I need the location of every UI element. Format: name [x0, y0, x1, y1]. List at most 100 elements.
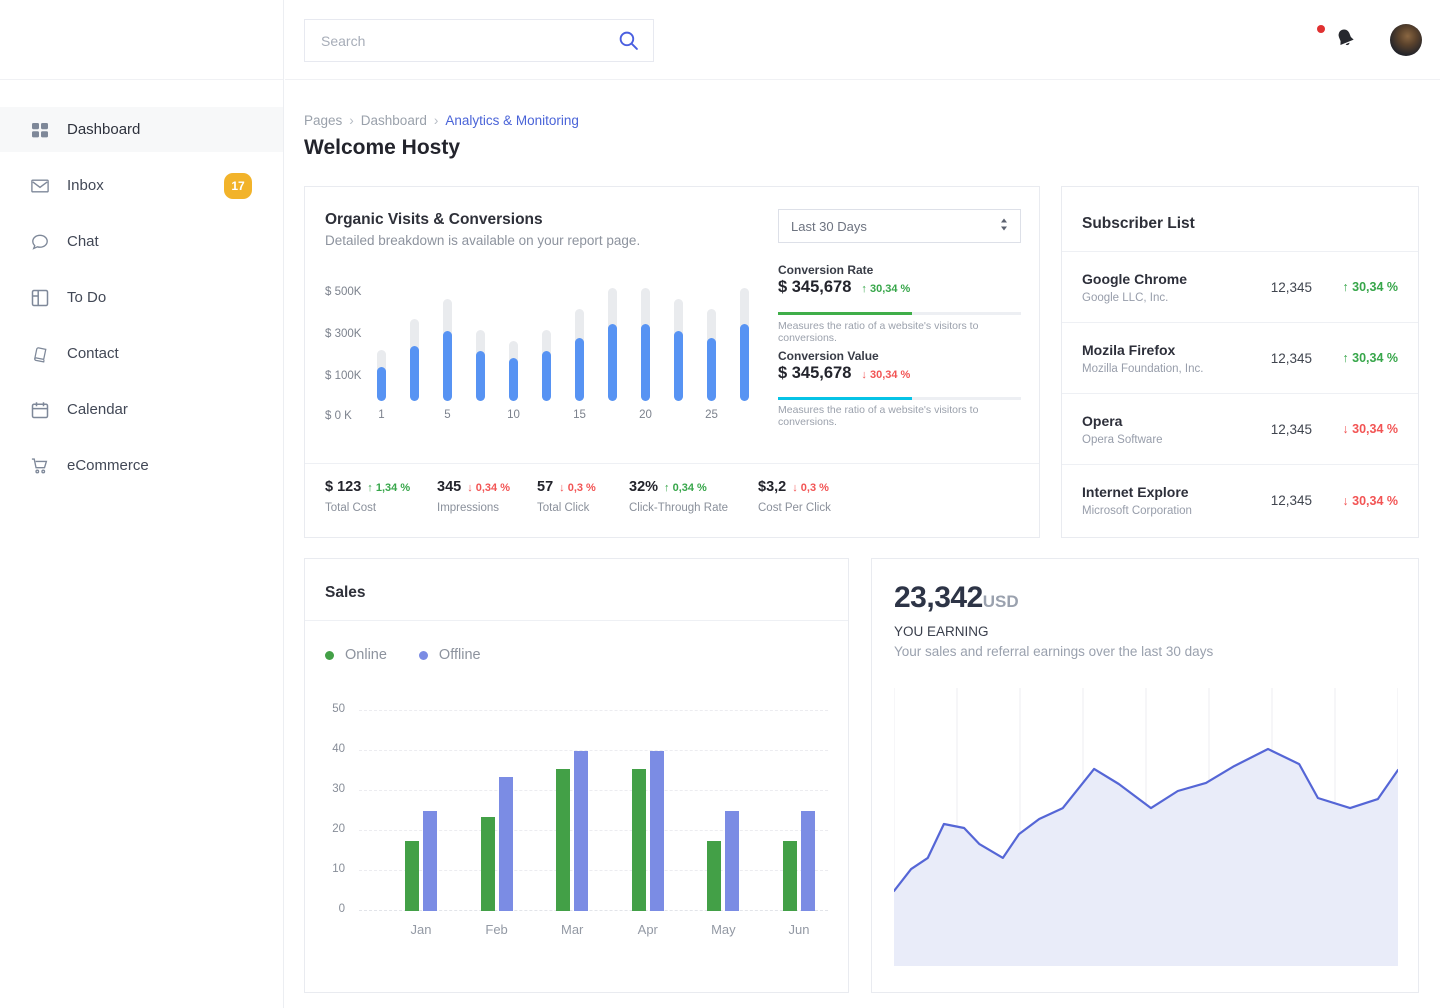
sales-x-tick: Apr: [637, 922, 658, 937]
sales-y-tick: 10: [332, 863, 345, 875]
conversion-value-caption: Measures the ratio of a website's visito…: [778, 404, 979, 428]
organic-bar: [377, 350, 386, 401]
subscriber-row-mozila-firefox[interactable]: Mozila Firefox Mozilla Foundation, Inc. 12…: [1062, 323, 1418, 394]
sidebar-item-inbox[interactable]: Inbox 17: [0, 163, 283, 208]
sidebar-item-contact[interactable]: Contact: [0, 331, 283, 376]
sales-group-jan: Jan: [405, 711, 437, 937]
subscriber-list-header: Subscriber List: [1062, 187, 1418, 252]
subscriber-row-google-chrome[interactable]: Google Chrome Google LLC, Inc. 12,345 ↑ 30,…: [1062, 252, 1418, 323]
divider: [305, 463, 1039, 464]
sidebar-item-label: To Do: [67, 289, 107, 306]
user-avatar[interactable]: [1390, 24, 1422, 56]
sales-group-apr: Apr: [631, 711, 664, 937]
subscriber-name: Opera: [1082, 412, 1123, 429]
organic-bar: [641, 288, 650, 401]
sales-y-tick: 40: [332, 743, 345, 755]
stat-label: Click-Through Rate: [629, 502, 729, 514]
organic-x-tick: 25: [705, 409, 718, 421]
legend-online: Online: [325, 647, 387, 663]
stat-impressions: 345 ↓ 0,34 % Impressions: [437, 479, 537, 514]
sales-bar-online: [556, 769, 571, 911]
subscriber-row-internet-explore[interactable]: Internet Explore Microsoft Corporation 12,…: [1062, 465, 1418, 536]
sales-x-tick: Mar: [560, 922, 584, 937]
sales-title: Sales: [325, 584, 366, 601]
organic-bar: [608, 288, 617, 401]
breadcrumb-dashboard[interactable]: Dashboard: [360, 113, 427, 128]
search-icon[interactable]: [618, 30, 639, 51]
sales-group-bars: [480, 711, 513, 911]
stat-value-row: $ 123 ↑ 1,34 %: [325, 479, 437, 495]
subscriber-row-opera[interactable]: Opera Opera Software 12,345 ↓ 30,34 %: [1062, 394, 1418, 465]
period-select[interactable]: Last 30 Days: [778, 209, 1021, 243]
sidebar-item-dashboard[interactable]: Dashboard: [0, 107, 283, 152]
legend-label: Offline: [438, 647, 481, 663]
sales-group-bars: [631, 711, 664, 911]
stat-value-row: 345 ↓ 0,34 %: [437, 479, 537, 495]
stat-delta: ↑ 1,34 %: [367, 482, 411, 494]
page-title: Welcome Hosty: [304, 136, 460, 159]
sales-gridline: [359, 710, 828, 711]
sales-bar-offline: [800, 811, 815, 911]
subscriber-name: Google Chrome: [1082, 270, 1188, 287]
breadcrumb-pages[interactable]: Pages: [304, 113, 343, 128]
breadcrumb-current[interactable]: Analytics & Monitoring: [445, 113, 579, 128]
earning-heading: YOU EARNING: [894, 624, 989, 639]
subscriber-count: 12,345: [1270, 279, 1312, 295]
sidebar-item-calendar[interactable]: Calendar: [0, 387, 283, 432]
sales-y-tick: 50: [332, 703, 345, 715]
sales-gridline: [359, 750, 828, 751]
organic-y-tick: $ 300K: [325, 328, 362, 340]
subscriber-names: Internet Explore Microsoft Corporation: [1082, 484, 1254, 517]
sales-gridline: [359, 870, 828, 871]
sidebar-item-to-do[interactable]: To Do: [0, 275, 283, 320]
stat-value: 345: [437, 479, 462, 495]
conversion-rate-delta: ↑ 30,34 %: [861, 283, 911, 295]
organic-x-tick: 20: [639, 409, 652, 421]
sales-bar-chart: Jan Feb Mar Apr May Jun: [405, 711, 815, 937]
organic-y-tick: $ 500K: [325, 286, 362, 298]
sales-group-bars: [707, 711, 740, 911]
period-select-value: Last 30 Days: [791, 218, 867, 234]
sales-bar-online: [405, 841, 419, 911]
subscriber-delta: ↓ 30,34 %: [1342, 422, 1398, 436]
contact-icon: [31, 345, 49, 363]
sidebar: Dashboard Inbox 17 Chat To Do Contact Calendar…: [0, 0, 284, 1008]
sales-y-tick: 0: [338, 903, 345, 915]
sidebar-item-chat[interactable]: Chat: [0, 219, 283, 264]
sales-x-tick: Jun: [788, 922, 810, 937]
organic-y-tick: $ 0 K: [325, 410, 352, 422]
notification-bell[interactable]: [1317, 25, 1359, 53]
organic-bar-fill: [542, 351, 551, 401]
earning-area-fill: [894, 749, 1398, 966]
organic-bar-fill: [641, 324, 650, 401]
topbar: [285, 0, 1440, 80]
sales-bar-offline: [498, 777, 513, 911]
sales-group-feb: Feb: [480, 711, 513, 937]
organic-bar-fill: [707, 338, 716, 401]
sales-group-jun: Jun: [782, 711, 815, 937]
organic-bar-fill: [674, 331, 683, 401]
organic-bar-fill: [377, 367, 386, 401]
search-input[interactable]: [305, 32, 618, 49]
earning-area-chart: [894, 688, 1398, 966]
sales-group-mar: Mar: [556, 711, 589, 937]
ecommerce-icon: [31, 457, 49, 475]
stat-label: Total Click: [537, 502, 590, 514]
stat-cost-per-click: $3,2 ↓ 0,3 % Cost Per Click: [758, 479, 831, 514]
organic-bar: [707, 309, 716, 401]
sales-bar-offline: [649, 751, 664, 911]
search-box: [304, 19, 654, 62]
earning-subtitle: Your sales and referral earnings over th…: [894, 644, 1214, 659]
subscriber-company: Mozilla Foundation, Inc.: [1082, 362, 1204, 375]
sales-x-tick: Jan: [410, 922, 432, 937]
sales-x-tick: Feb: [485, 922, 508, 937]
organic-bar-fill: [608, 324, 617, 401]
notification-dot: [1317, 25, 1325, 33]
sales-gridline: [359, 910, 828, 911]
sidebar-item-ecommerce[interactable]: eCommerce: [0, 443, 283, 488]
conversion-rate-label: Conversion Rate: [778, 263, 874, 277]
organic-y-tick: $ 100K: [325, 370, 362, 382]
organic-bar: [674, 299, 683, 401]
subscriber-company: Google LLC, Inc.: [1082, 291, 1169, 304]
subscriber-delta: ↓ 30,34 %: [1342, 493, 1398, 508]
